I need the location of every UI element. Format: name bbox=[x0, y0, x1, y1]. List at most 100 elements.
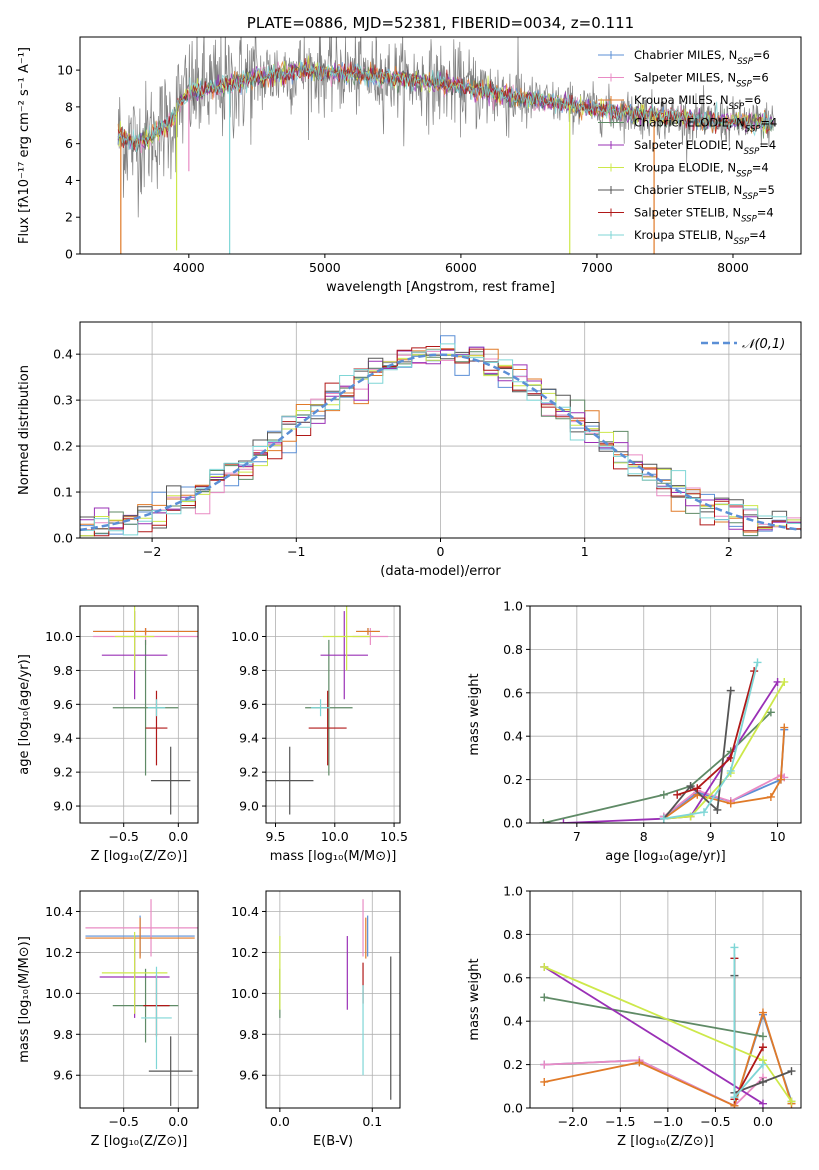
plot-area bbox=[266, 606, 389, 815]
plot-area bbox=[279, 899, 392, 1100]
x-tick-label: −1.5 bbox=[605, 1114, 635, 1129]
weight-line-kroupa-stelib bbox=[663, 662, 759, 820]
weight-marker-kroupa-stelib bbox=[758, 1060, 767, 1069]
weight-marker-salpeter-stelib bbox=[673, 790, 682, 799]
weight-line-chabrier-elodie bbox=[543, 711, 772, 823]
y-tick-label: 9.0 bbox=[239, 799, 259, 814]
y-tick-label: 0.1 bbox=[53, 485, 73, 500]
axes-frame bbox=[265, 605, 401, 824]
weight-marker-kroupa-miles bbox=[726, 799, 735, 808]
weight-marker-chabrier-elodie bbox=[540, 993, 549, 1002]
weight-marker-kroupa-stelib bbox=[659, 814, 668, 823]
residual-panel: −2 −1 0 1 2 0.0 0.1 0.2 0.3 0.4 (data-model)/error… bbox=[17, 321, 802, 579]
x-tick-label: 0 bbox=[437, 544, 445, 559]
y-tick-label: 0.4 bbox=[503, 1014, 523, 1029]
x-tick-label: 0.0 bbox=[270, 1114, 290, 1129]
y-tick-label: 1.0 bbox=[503, 599, 523, 614]
x-tick-label: 5000 bbox=[309, 260, 341, 275]
y-tick-label: 0.8 bbox=[503, 642, 523, 657]
legend-entry: Chabrier MILES, NSSP=6 bbox=[634, 48, 770, 67]
weight-marker-salpeter-miles bbox=[540, 1060, 549, 1069]
y-tick-label: 0.2 bbox=[53, 439, 73, 454]
y-tick-label: 9.6 bbox=[53, 1068, 73, 1083]
y-tick-label: 0 bbox=[65, 247, 73, 262]
y-tick-label: 10 bbox=[57, 63, 73, 78]
spectrum-panel: PLATE=0886, MJD=52381, FIBERID=0034, z=0… bbox=[17, 14, 802, 295]
y-tick-label: 0.6 bbox=[503, 970, 523, 985]
y-tick-label: 10.4 bbox=[45, 904, 73, 919]
x-tick-label: 0.0 bbox=[168, 829, 188, 844]
plot-area bbox=[539, 658, 789, 823]
x-tick-label: 0.1 bbox=[362, 1114, 382, 1129]
model-spectrum-kroupa-elodie bbox=[118, 55, 774, 150]
x-tick-label: 1 bbox=[581, 544, 589, 559]
weight-marker-chabrier-elodie bbox=[766, 708, 775, 717]
y-tick-label: 9.6 bbox=[53, 697, 73, 712]
y-tick-label: 10.0 bbox=[231, 986, 259, 1001]
y-tick-label: 10.2 bbox=[231, 945, 259, 960]
x-axis-label: wavelength [Angstrom, rest frame] bbox=[326, 280, 555, 295]
weight-marker-chabrier-stelib bbox=[713, 805, 722, 814]
weight-marker-salpeter-stelib bbox=[693, 784, 702, 793]
weight-marker-chabrier-elodie bbox=[659, 790, 668, 799]
weight-marker-kroupa-stelib bbox=[726, 766, 735, 775]
weight-marker-chabrier-stelib bbox=[758, 1077, 767, 1086]
weight-marker-chabrier-stelib bbox=[787, 1067, 796, 1076]
axes-frame bbox=[529, 890, 802, 1109]
x-axis-label: (data-model)/error bbox=[380, 564, 501, 579]
axes-frame bbox=[265, 890, 401, 1109]
x-tick-label: 8 bbox=[640, 829, 648, 844]
y-tick-label: 4 bbox=[65, 173, 73, 188]
x-tick-label: 6000 bbox=[445, 260, 477, 275]
y-tick-label: 0.0 bbox=[53, 531, 73, 546]
x-tick-label: 7000 bbox=[581, 260, 613, 275]
x-axis-label: Z [log₁₀(Z/Z⊙)] bbox=[91, 849, 188, 864]
weight-line-salpeter-stelib bbox=[676, 670, 756, 796]
y-tick-label: 0.2 bbox=[503, 1057, 523, 1072]
x-axis-label: Z [log₁₀(Z/Z⊙)] bbox=[91, 1134, 188, 1149]
normal-curve bbox=[80, 353, 801, 532]
x-tick-label: 7 bbox=[573, 829, 581, 844]
weight-marker-kroupa-elodie bbox=[780, 677, 789, 686]
weight-marker-kroupa-miles bbox=[776, 775, 785, 784]
errorbar-panel-b: 9.5 10.0 10.5 9.0 9.2 9.4 9.6 9.8 10.0 mass [log₁… bbox=[231, 605, 408, 864]
y-tick-label: 10.4 bbox=[231, 904, 259, 919]
weight-panel-f: −2.0 −1.5 −1.0 −0.5 0.0 0.0 0.2 0.4 0.6 0.8 1.0 Z [… bbox=[467, 884, 802, 1149]
x-tick-label: 10.5 bbox=[380, 829, 408, 844]
y-tick-label: 9.2 bbox=[53, 765, 73, 780]
x-tick-label: 10 bbox=[770, 829, 786, 844]
plot-area bbox=[93, 606, 198, 815]
weight-marker-chabrier-stelib bbox=[686, 782, 695, 791]
y-tick-label: 9.8 bbox=[53, 663, 73, 678]
y-axis-label: mass weight bbox=[467, 673, 482, 755]
legend-entry: Salpeter STELIB, NSSP=4 bbox=[634, 206, 774, 225]
weight-marker-kroupa-miles bbox=[766, 792, 775, 801]
x-tick-label: 0.0 bbox=[168, 1114, 188, 1129]
x-axis-label: E(B-V) bbox=[313, 1134, 353, 1149]
legend-entry: Kroupa ELODIE, NSSP=4 bbox=[634, 161, 769, 180]
plot-area bbox=[540, 943, 796, 1108]
weight-marker-kroupa-miles bbox=[635, 1058, 644, 1067]
y-tick-label: 9.6 bbox=[239, 697, 259, 712]
weight-marker-salpeter-elodie bbox=[758, 1099, 767, 1108]
weight-marker-kroupa-stelib bbox=[699, 808, 708, 817]
x-tick-label: −0.5 bbox=[109, 1114, 139, 1129]
x-tick-label: 9 bbox=[707, 829, 715, 844]
weight-line-kroupa-elodie bbox=[663, 681, 786, 820]
weight-marker-chabrier-elodie bbox=[758, 1032, 767, 1041]
x-tick-label: −0.5 bbox=[700, 1114, 730, 1129]
weight-line-chabrier-elodie bbox=[544, 996, 764, 1038]
y-axis-label: Normed distribution bbox=[17, 365, 32, 495]
y-tick-label: 0.4 bbox=[503, 729, 523, 744]
weight-marker-salpeter-stelib bbox=[758, 1043, 767, 1052]
model-spectrum-salpeter-stelib bbox=[117, 58, 774, 151]
y-tick-label: 10.2 bbox=[45, 945, 73, 960]
weight-marker-salpeter-elodie bbox=[559, 819, 568, 823]
axes-frame bbox=[529, 605, 802, 824]
y-tick-label: 9.4 bbox=[53, 731, 73, 746]
y-tick-label: 0.0 bbox=[503, 816, 523, 831]
y-tick-label: 8 bbox=[65, 99, 73, 114]
y-tick-label: 9.8 bbox=[239, 663, 259, 678]
y-axis-label: age [log₁₀(age/yr)] bbox=[17, 654, 32, 775]
y-tick-label: 0.3 bbox=[53, 393, 73, 408]
